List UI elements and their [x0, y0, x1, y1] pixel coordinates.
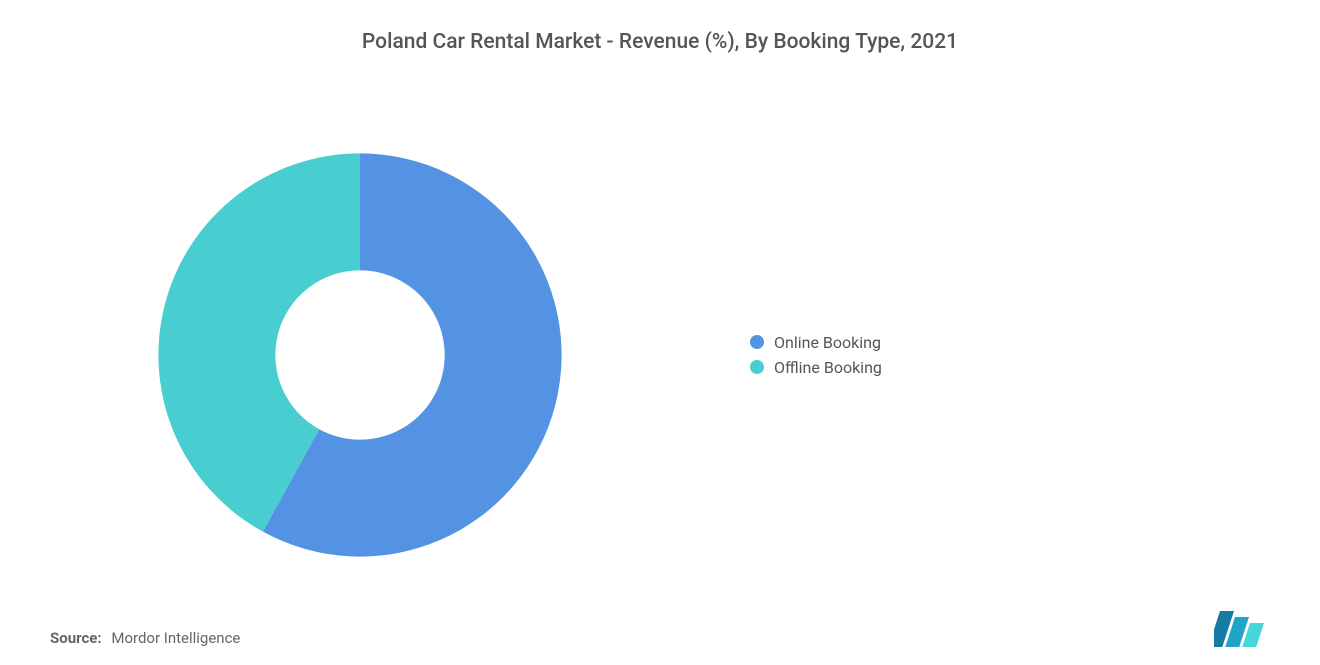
chart-title: Poland Car Rental Market - Revenue (%), … — [50, 30, 1270, 54]
donut-svg — [150, 145, 570, 565]
legend-item: Offline Booking — [750, 358, 882, 377]
source-line: Source: Mordor Intelligence — [50, 629, 240, 647]
legend-swatch — [750, 335, 764, 349]
legend-label: Offline Booking — [774, 358, 882, 377]
mordor-intelligence-logo-icon — [1214, 611, 1270, 647]
legend-label: Online Booking — [774, 333, 881, 352]
chart-container: Poland Car Rental Market - Revenue (%), … — [0, 0, 1320, 665]
legend-swatch — [750, 360, 764, 374]
legend: Online Booking Offline Booking — [750, 333, 882, 377]
chart-body: Online Booking Offline Booking — [50, 84, 1270, 625]
footer: Source: Mordor Intelligence — [50, 611, 1270, 647]
source-name: Mordor Intelligence — [111, 629, 240, 647]
source-label: Source: — [50, 629, 102, 647]
donut-chart — [150, 145, 570, 565]
legend-item: Online Booking — [750, 333, 882, 352]
